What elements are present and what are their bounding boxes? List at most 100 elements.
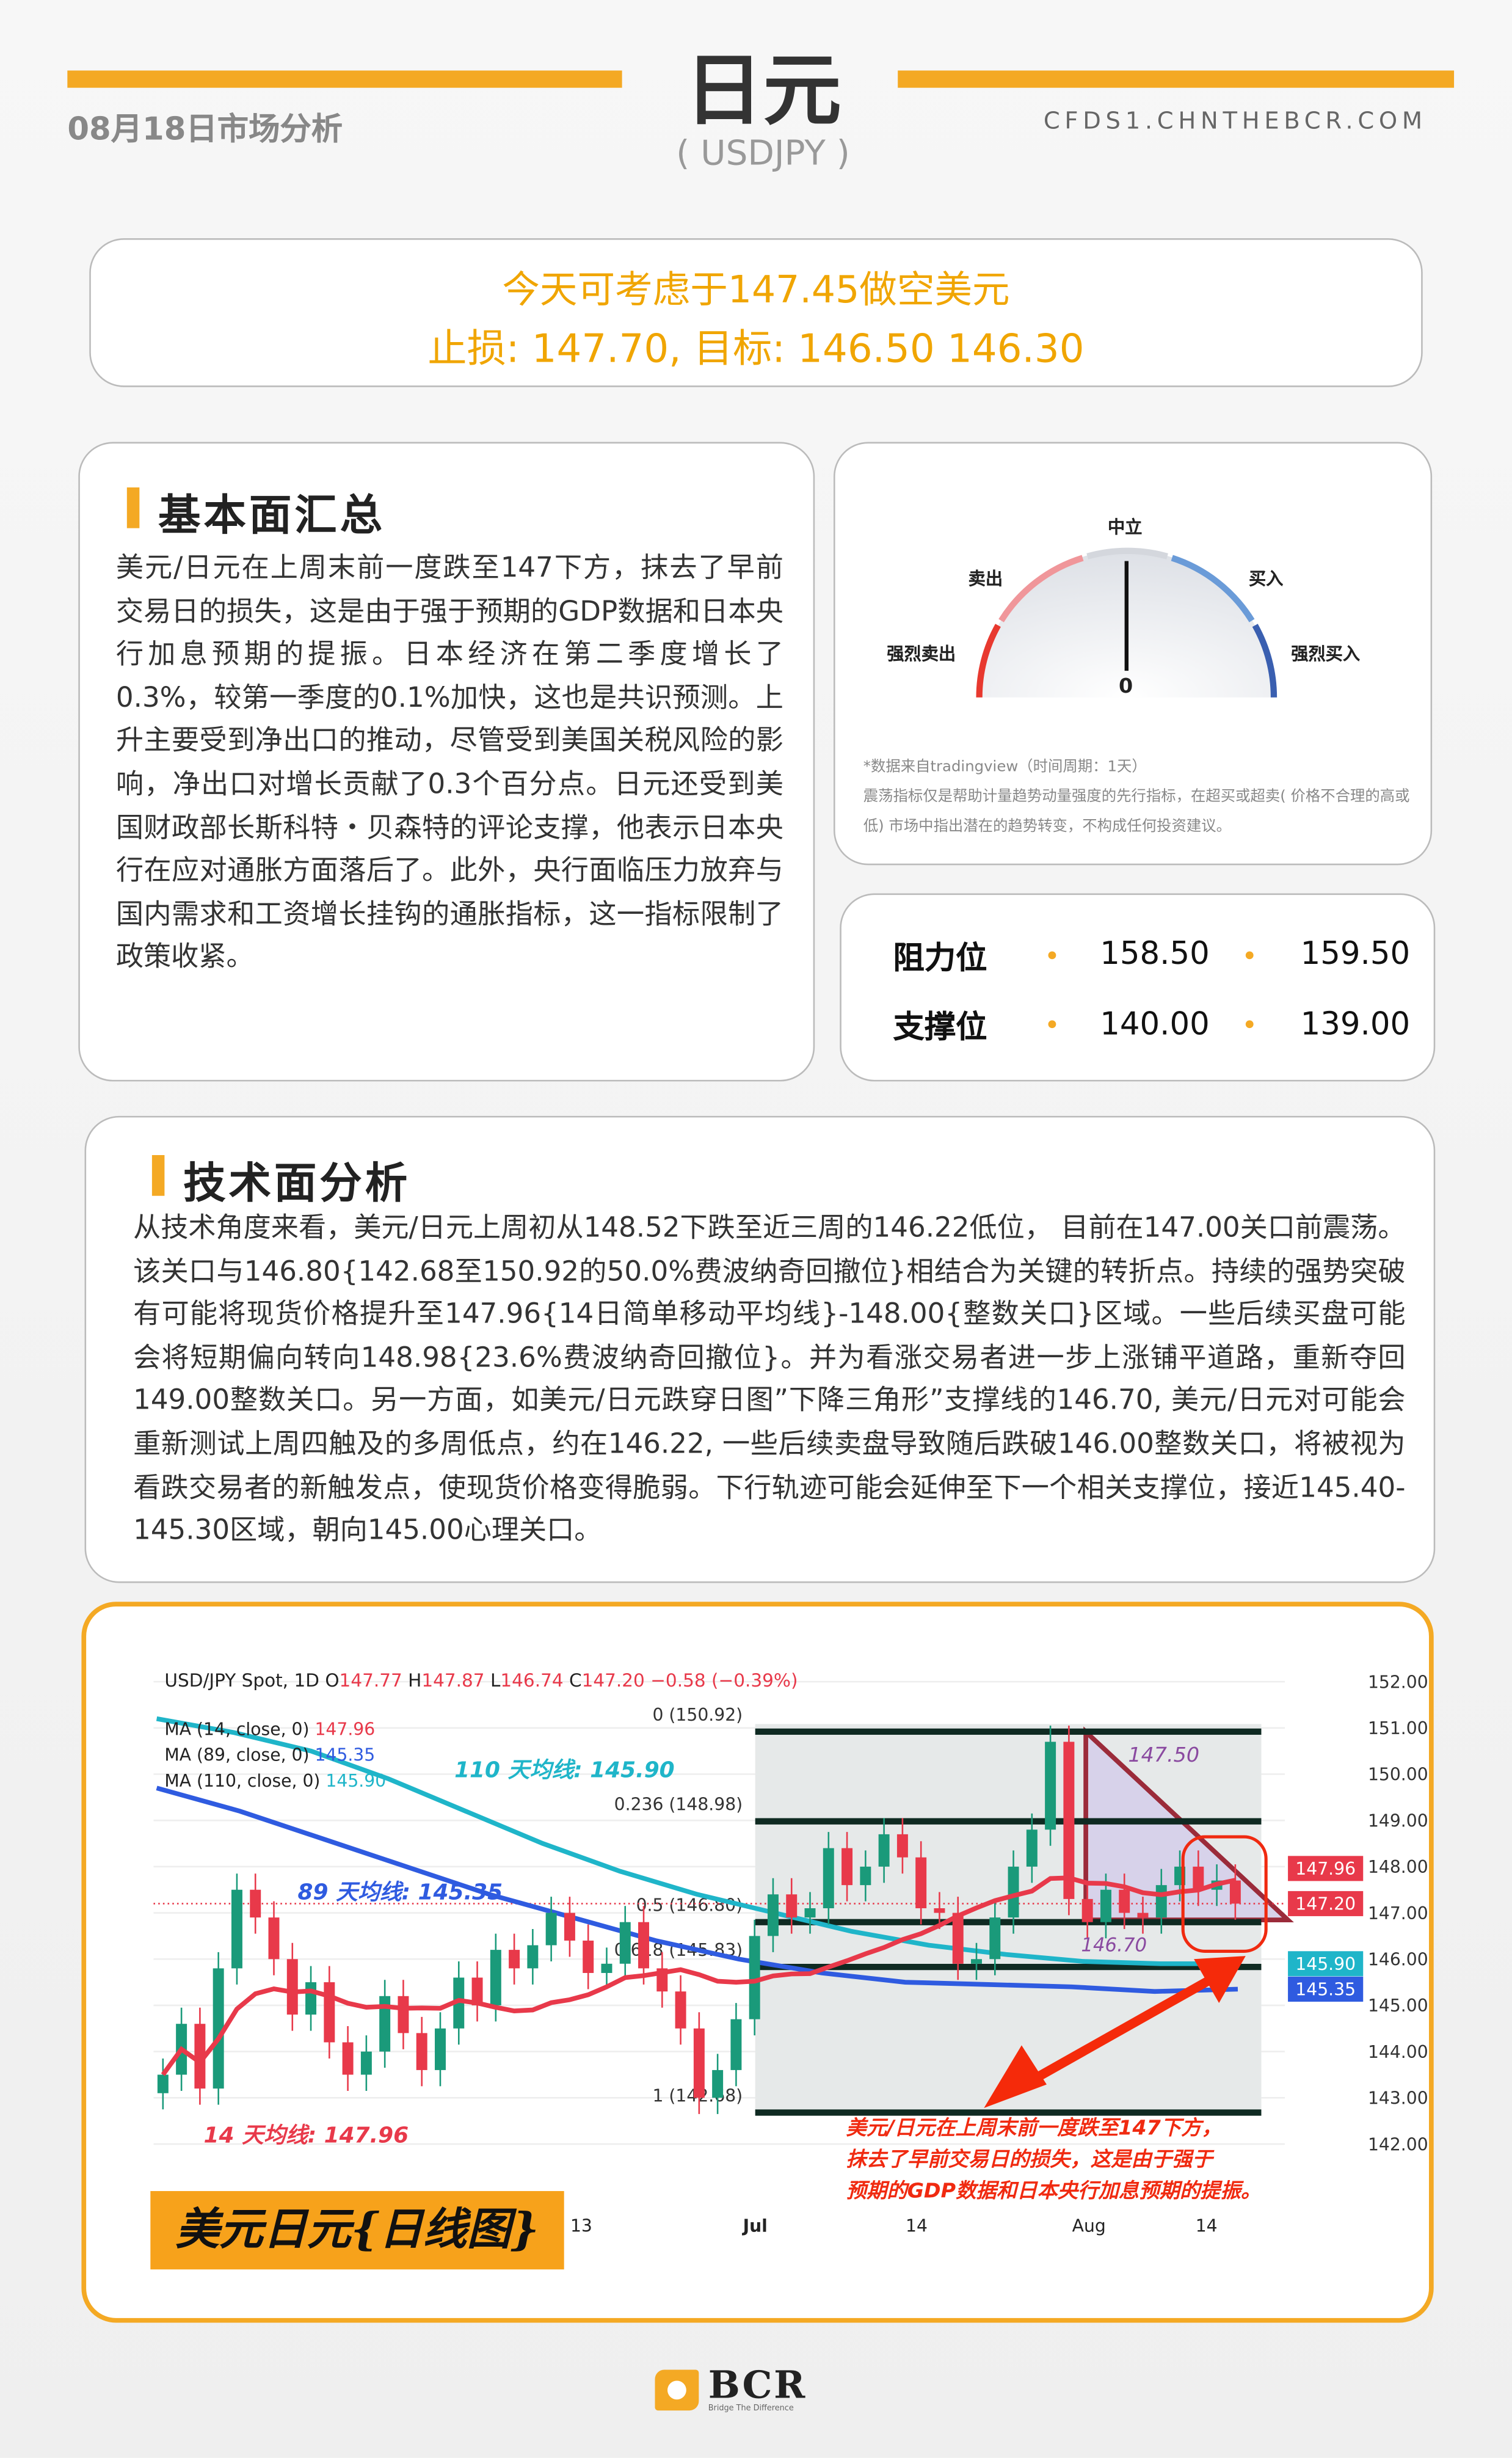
fib-label: 0.236 (148.98) bbox=[614, 1795, 743, 1815]
candle-body bbox=[564, 1913, 575, 1941]
candle-body bbox=[934, 1908, 945, 1913]
bullet bbox=[1048, 951, 1056, 960]
highlight-box bbox=[1181, 1835, 1268, 1953]
signal-stop-target: 止损: 147.70, 目标: 146.50 146.30 bbox=[427, 326, 1085, 372]
bcr-logo-text: BCR bbox=[708, 2361, 807, 2408]
gauge-label-neutral: 中立 bbox=[1108, 517, 1143, 538]
candle-body bbox=[860, 1866, 871, 1886]
x-tick-label: 13 bbox=[570, 2216, 592, 2236]
candle-body bbox=[675, 1991, 686, 2029]
fib-label: 0.5 (146.80) bbox=[636, 1895, 743, 1916]
candle-body bbox=[435, 2028, 446, 2070]
gauge-disclaimer: 震荡指标仅是帮助计量趋势动量强度的先行指标，在超买或超卖( 价格不合理的高或低)… bbox=[863, 788, 1410, 836]
fundamental-card: 基本面汇总 美元/日元在上周末前一度跌至147下方，抹去了早前交易日的损失，这是… bbox=[78, 442, 815, 1082]
page-subtitle: ( USDJPY ) bbox=[676, 134, 850, 174]
candle-body bbox=[952, 1913, 964, 1964]
bcr-logo: BCR Bridge The Difference bbox=[655, 2366, 807, 2413]
gauge-value: 0 bbox=[1118, 675, 1133, 699]
price-tag-label: 145.90 bbox=[1295, 1954, 1356, 1974]
candle-body bbox=[1045, 1741, 1056, 1830]
chart-note: 美元/日元在上周末前一度跌至147下方， bbox=[846, 2116, 1222, 2140]
ma14-annotation: 14 天均线: 147.96 bbox=[204, 2123, 409, 2148]
x-tick-label: Aug bbox=[1072, 2216, 1106, 2236]
candle-body bbox=[712, 2070, 724, 2098]
y-tick-label: 150.00 bbox=[1368, 1765, 1428, 1785]
ma89-line bbox=[156, 1785, 1238, 1994]
candle-body bbox=[545, 1913, 557, 1946]
bullet bbox=[1048, 1020, 1056, 1029]
candle-body bbox=[286, 1959, 298, 2015]
y-tick-label: 143.00 bbox=[1368, 2088, 1428, 2109]
candle-body bbox=[1137, 1913, 1149, 1918]
candle-body bbox=[896, 1834, 908, 1858]
candle-body bbox=[1008, 1866, 1019, 1918]
candle-body bbox=[305, 1982, 317, 2015]
candle-body bbox=[342, 2042, 354, 2075]
site-url[interactable]: CFDS1.CHNTHEBCR.COM bbox=[1043, 106, 1427, 135]
y-tick-label: 151.00 bbox=[1368, 1718, 1428, 1738]
candle-body bbox=[804, 1908, 816, 1918]
candle-body bbox=[453, 1977, 465, 2029]
x-tick-label: Jul bbox=[742, 2216, 768, 2236]
candle-body bbox=[527, 1945, 539, 1969]
signal-box: 今天可考虑于147.45做空美元 止损: 147.70, 目标: 146.50 … bbox=[89, 238, 1423, 387]
technical-card: 技术面分析 从技术角度来看，美元/日元上周初从148.52下跌至近三周的146.… bbox=[84, 1115, 1436, 1583]
candle-body bbox=[693, 2028, 705, 2098]
candle-body bbox=[823, 1848, 834, 1908]
chart-badge: 美元日元{日线图} bbox=[150, 2190, 564, 2270]
chart-note: 抹去了早前交易日的损失，这是由于强于 bbox=[846, 2147, 1215, 2171]
bcr-tagline: Bridge The Difference bbox=[708, 2404, 794, 2414]
candle-body bbox=[1155, 1885, 1167, 1918]
candle-body bbox=[1081, 1898, 1093, 1922]
candle-body bbox=[878, 1834, 890, 1867]
candle-body bbox=[989, 1917, 1001, 1960]
candle-body bbox=[231, 1889, 242, 1969]
sentiment-gauge bbox=[976, 547, 1278, 698]
ma14-line bbox=[161, 1875, 1236, 2076]
support-1: 140.00 bbox=[1100, 1004, 1210, 1043]
candle-body bbox=[324, 1982, 335, 2043]
candle-body bbox=[250, 1889, 261, 1918]
ma89-annotation: 89 天均线: 145.35 bbox=[298, 1880, 503, 1905]
candle-body bbox=[1026, 1829, 1038, 1867]
price-tag bbox=[1288, 1856, 1364, 1881]
technical-text: 从技术角度来看，美元/日元上周初从148.52下跌至近三周的146.22低位， … bbox=[133, 1213, 1406, 1547]
candle-body bbox=[1119, 1889, 1130, 1913]
candle-body bbox=[583, 1940, 594, 1973]
chart-note: 预期的GDP数据和日本央行加息预期的提振。 bbox=[846, 2178, 1262, 2202]
y-tick-label: 146.00 bbox=[1368, 1950, 1428, 1970]
candle-body bbox=[360, 2051, 372, 2075]
candle-body bbox=[749, 1936, 760, 2019]
ma-legend-entry: MA (110, close, 0) 145.90 bbox=[164, 1771, 386, 1791]
page-title: 日元 bbox=[685, 45, 841, 137]
signal-entry: 今天可考虑于147.45做空美元 bbox=[502, 268, 1010, 312]
header-bar-left bbox=[67, 70, 622, 88]
candle-body bbox=[971, 1959, 982, 1964]
technical-title: 技术面分析 bbox=[151, 1149, 410, 1210]
resistance-2: 159.50 bbox=[1300, 934, 1411, 972]
gauge-label-sell: 卖出 bbox=[968, 569, 1003, 589]
gauge-source: *数据来自tradingview（时间周期：1天） bbox=[863, 758, 1147, 776]
gauge-label-buy: 买入 bbox=[1248, 569, 1284, 589]
resistance-1: 158.50 bbox=[1100, 934, 1210, 972]
candle-body bbox=[398, 1996, 409, 2033]
resistance-label: 阻力位 bbox=[893, 938, 987, 977]
candle-body bbox=[767, 1894, 779, 1936]
candle-body bbox=[1193, 1866, 1204, 1890]
y-tick-label: 149.00 bbox=[1368, 1811, 1428, 1831]
y-tick-label: 148.00 bbox=[1368, 1857, 1428, 1877]
y-tick-label: 144.00 bbox=[1368, 2042, 1428, 2062]
support-label: 支撑位 bbox=[893, 1007, 987, 1046]
date-label: 08月18日市场分析 bbox=[67, 109, 343, 148]
price-tag bbox=[1288, 1891, 1364, 1916]
fib-label: 0 (150.92) bbox=[653, 1705, 743, 1725]
double-arrow-shaft bbox=[1008, 1971, 1221, 2097]
price-tag bbox=[1288, 1951, 1364, 1977]
y-tick-label: 152.00 bbox=[1368, 1672, 1428, 1692]
candle-body bbox=[1229, 1880, 1241, 1904]
price-tag-label: 147.96 bbox=[1295, 1859, 1356, 1879]
candle-body bbox=[509, 1950, 520, 1969]
usdjpy-daily-chart[interactable]: 152.00 151.00 150.00 149.00 148.00 147.00 146.… bbox=[148, 1661, 1428, 2242]
candle-body bbox=[786, 1894, 798, 1918]
